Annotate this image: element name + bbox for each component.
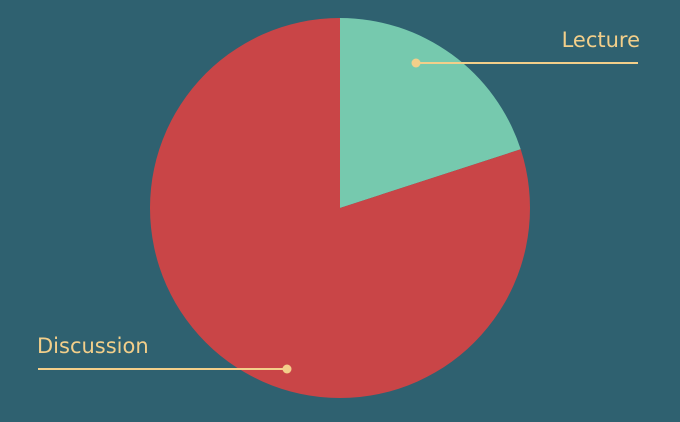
- pie-label-lecture: Lecture: [562, 28, 640, 52]
- leader-dot-discussion: [282, 364, 292, 374]
- pie-labels: Lecture Discussion: [37, 28, 640, 374]
- pie-slice-discussion: [149, 18, 530, 398]
- leader-dot-lecture: [411, 58, 421, 68]
- pie-slices: [149, 18, 530, 398]
- pie-slice-lecture: [340, 18, 521, 208]
- pie-label-discussion: Discussion: [37, 334, 149, 358]
